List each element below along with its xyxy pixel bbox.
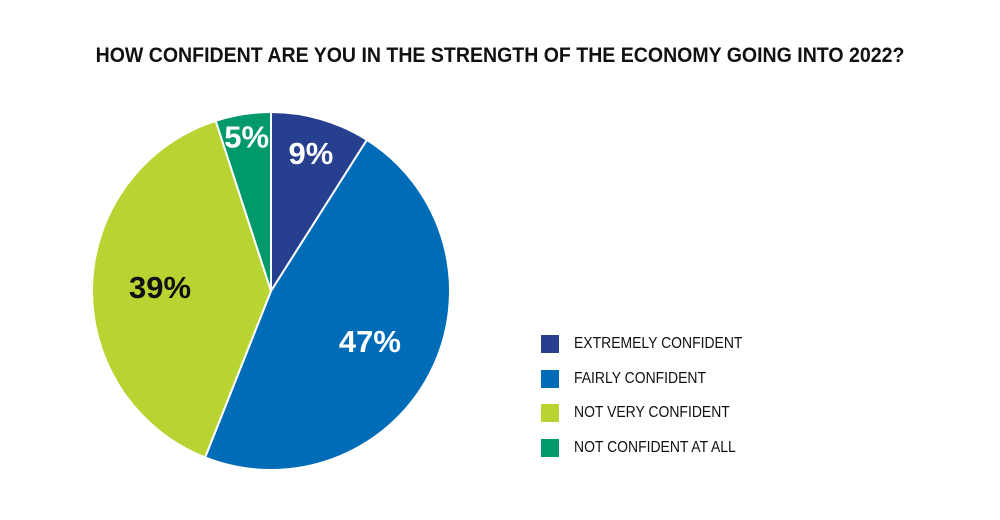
legend-swatch (541, 335, 559, 353)
legend: EXTREMELY CONFIDENT FAIRLY CONFIDENT NOT… (541, 334, 761, 472)
pie-slice (214, 110, 272, 292)
slice-value-label: 5% (224, 120, 269, 155)
pie-slices (91, 110, 451, 471)
legend-label: EXTREMELY CONFIDENT (574, 335, 743, 352)
legend-item: EXTREMELY CONFIDENT (541, 334, 761, 354)
chart-title: HOW CONFIDENT ARE YOU IN THE STRENGTH OF… (95, 44, 905, 67)
legend-item: NOT VERY CONFIDENT (541, 403, 761, 423)
legend-swatch (541, 369, 559, 388)
pie-slice (203, 138, 451, 471)
legend-label: FAIRLY CONFIDENT (574, 369, 707, 387)
legend-item: FAIRLY CONFIDENT (541, 369, 761, 389)
legend-label: NOT CONFIDENT AT ALL (574, 438, 736, 456)
legend-swatch (541, 438, 559, 457)
slice-value-label: 47% (339, 324, 401, 359)
legend-label: NOT VERY CONFIDENT (574, 404, 730, 421)
pie-slice (270, 110, 369, 295)
legend-item: NOT CONFIDENT AT ALL (541, 438, 761, 458)
slice-value-label: 9% (289, 136, 334, 171)
slice-value-label: 39% (129, 270, 191, 305)
legend-swatch (541, 404, 559, 422)
pie-slice (91, 119, 273, 459)
pie-slice-labels: 9% 47% 39% 5% (129, 120, 401, 359)
